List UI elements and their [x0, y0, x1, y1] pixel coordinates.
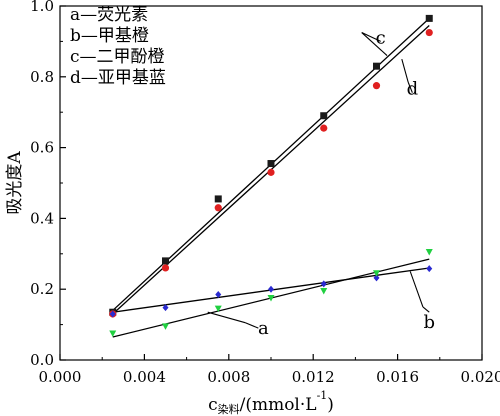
- leader-line-d: [401, 58, 409, 83]
- point-d: [267, 168, 275, 176]
- point-a: [162, 323, 169, 330]
- point-b: [268, 285, 274, 293]
- legend-entry-a: a—荧光素: [70, 5, 148, 25]
- point-a: [373, 270, 380, 277]
- x-tick-label: 0.008: [207, 368, 250, 386]
- point-b: [426, 265, 433, 273]
- point-a: [267, 295, 275, 302]
- y-tick-label: 0.4: [30, 209, 54, 227]
- x-axis-title-part: -1: [317, 389, 328, 402]
- legend-entry-c: c—二甲酚橙: [70, 47, 165, 67]
- leader-line-c: [361, 32, 388, 56]
- point-c: [425, 14, 433, 22]
- y-axis-title: 吸光度A: [5, 151, 25, 215]
- point-b: [215, 291, 222, 299]
- legend-entry-b: b—甲基橙: [70, 26, 149, 46]
- point-c: [320, 112, 328, 120]
- legend-entry-d: d—亚甲基蓝: [70, 68, 166, 88]
- point-b: [109, 310, 116, 318]
- point-c: [162, 257, 169, 265]
- leader-line-a: [207, 311, 246, 324]
- x-tick-label: 0.020: [461, 368, 500, 386]
- x-axis-title-part: /(mmol·L: [240, 395, 317, 415]
- curve-label-b: b: [423, 312, 435, 333]
- point-d: [161, 264, 170, 272]
- point-c: [267, 160, 275, 168]
- leader-line-a: [245, 322, 259, 329]
- curve-labels: c d b a: [207, 27, 435, 339]
- point-d: [425, 28, 433, 37]
- point-d: [372, 82, 381, 90]
- point-b: [162, 304, 169, 312]
- x-tick-label: 0.004: [123, 368, 166, 386]
- x-axis-title-part: 染料: [218, 402, 240, 416]
- y-tick-label: 0.0: [30, 351, 54, 369]
- leader-line-d: [407, 81, 413, 93]
- leader-line-c: [361, 32, 381, 42]
- x-axis-title: c染料/(mmol·L-1): [208, 389, 334, 416]
- data-points: [109, 14, 433, 337]
- x-tick-label: 0.016: [376, 368, 419, 386]
- leader-line-b: [409, 271, 424, 308]
- curve-label-d: d: [407, 79, 419, 100]
- leader-line-b: [422, 306, 430, 313]
- point-b: [320, 280, 327, 288]
- x-axis-title-part: c: [208, 395, 218, 415]
- axis-titles: 吸光度A c染料/(mmol·L-1): [5, 151, 334, 416]
- point-a: [214, 305, 222, 313]
- y-tick-label: 0.2: [30, 280, 54, 298]
- point-d: [320, 124, 328, 132]
- point-a: [320, 287, 328, 295]
- point-b: [373, 274, 380, 282]
- point-a: [425, 249, 433, 256]
- point-c: [373, 62, 380, 70]
- x-axis-title-part: ): [327, 395, 334, 415]
- x-tick-label: 0.000: [39, 368, 82, 386]
- point-d: [214, 204, 222, 212]
- curve-label-a: a: [258, 318, 269, 339]
- y-tick-label: 1.0: [30, 0, 54, 15]
- y-tick-label: 0.6: [30, 139, 54, 157]
- y-tick-label: 0.8: [30, 68, 54, 86]
- axes: 0.000 0.004 0.008 0.012 0.016 0.020 0.0 0.2 0.4 0…: [30, 0, 500, 386]
- point-a: [109, 330, 117, 337]
- point-c: [214, 195, 222, 203]
- x-tick-label: 0.012: [292, 368, 335, 386]
- curve-label-c: c: [376, 27, 386, 48]
